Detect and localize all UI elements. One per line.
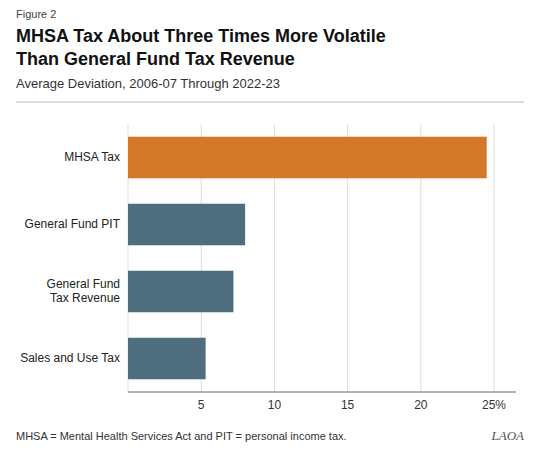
text-line: General Fund bbox=[47, 277, 120, 291]
x-tick-label: 25% bbox=[482, 398, 506, 412]
category-label: MHSA Tax bbox=[64, 150, 120, 164]
x-tick-label: 5 bbox=[198, 398, 205, 412]
x-tick-labels: 5 10 15 20 25% bbox=[198, 398, 507, 412]
bar bbox=[128, 338, 206, 380]
title: MHSA Tax About Three Times More Volatile… bbox=[16, 26, 386, 69]
text-line: Than General Fund Tax Revenue bbox=[16, 49, 295, 69]
grid-line bbox=[494, 124, 495, 392]
bar bbox=[128, 137, 487, 179]
text-line: Sales and Use Tax bbox=[20, 351, 120, 365]
text-line: General Fund PIT bbox=[25, 217, 121, 231]
x-axis-line bbox=[128, 392, 516, 393]
grid bbox=[128, 124, 494, 392]
watermark: LAOA bbox=[491, 428, 525, 443]
bar bbox=[128, 271, 233, 313]
chart-root: Figure 2 MHSA Tax About Three Times More … bbox=[0, 0, 540, 457]
category-label: Sales and Use Tax bbox=[20, 351, 120, 365]
separator bbox=[16, 102, 524, 103]
y-tick-labels: MHSA Tax General Fund PIT General FundTax … bbox=[20, 150, 121, 365]
category-label: General FundTax Revenue bbox=[47, 277, 121, 305]
figure-label: Figure 2 bbox=[16, 8, 56, 20]
x-tick-label: 10 bbox=[268, 398, 282, 412]
text-line: MHSA Tax About Three Times More Volatile bbox=[16, 26, 386, 46]
text-line: MHSA Tax bbox=[64, 150, 120, 164]
subtitle: Average Deviation, 2006-07 Through 2022-… bbox=[16, 76, 280, 91]
x-tick-label: 15 bbox=[341, 398, 355, 412]
bar bbox=[128, 204, 245, 246]
footnote: MHSA = Mental Health Services Act and PI… bbox=[16, 430, 347, 442]
text-line: Tax Revenue bbox=[50, 291, 120, 305]
x-tick-label: 20 bbox=[414, 398, 428, 412]
bars bbox=[128, 137, 487, 380]
category-label: General Fund PIT bbox=[25, 217, 121, 231]
